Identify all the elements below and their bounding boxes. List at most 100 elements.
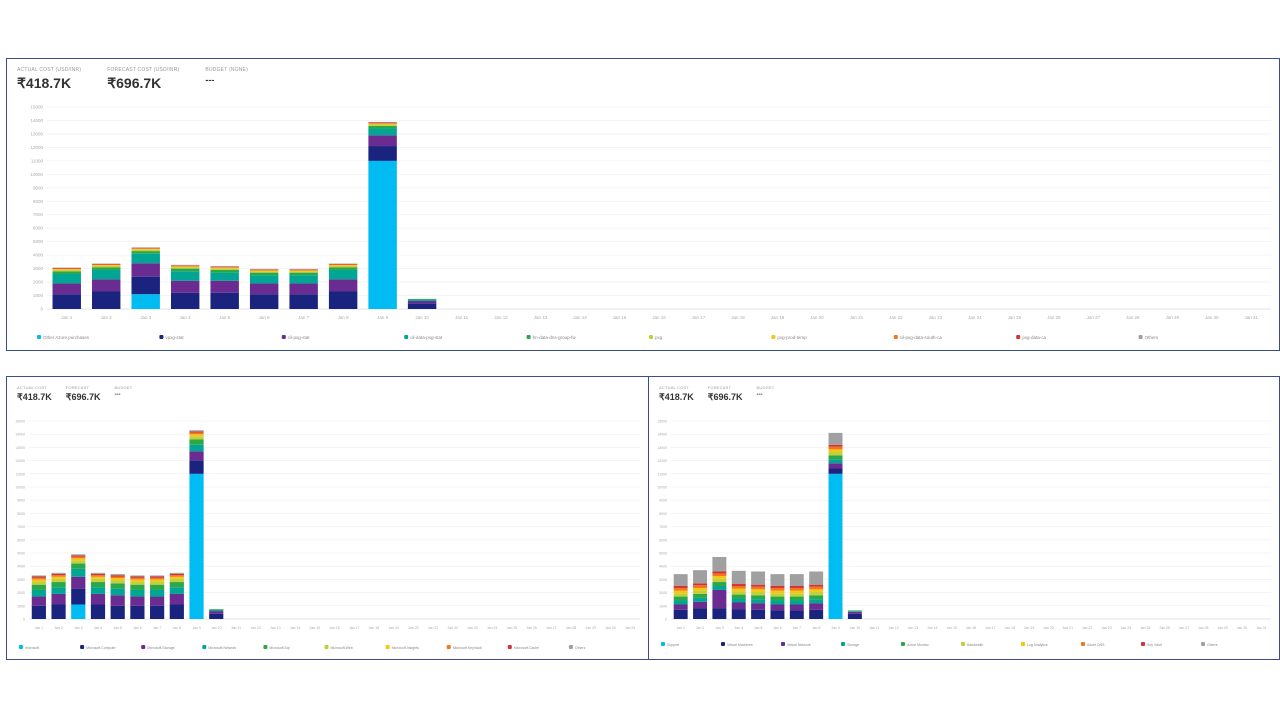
bar-segment[interactable] [731,594,746,599]
bar-segment[interactable] [170,267,200,269]
bar-segment[interactable] [210,267,239,269]
bar-segment[interactable] [693,587,707,591]
bar-segment[interactable] [92,291,121,309]
bar-segment[interactable] [407,299,437,301]
bar-segment[interactable] [189,439,204,445]
bar-segment[interactable] [828,432,843,445]
bar-segment[interactable] [249,271,279,273]
legend-item[interactable]: Storage [841,642,859,647]
bar-segment[interactable] [71,588,86,605]
legend-item[interactable]: Microsoft.Insights [385,645,419,650]
bar-stack[interactable] [368,122,397,309]
bar-stack[interactable] [809,571,824,619]
bar-segment[interactable] [328,265,358,266]
bar-stack[interactable] [210,266,239,309]
bar-stack[interactable] [751,571,766,619]
bar-segment[interactable] [131,248,160,249]
legend-item[interactable]: Microsoft.Storage [141,645,175,650]
legend-item[interactable]: Azure DNS [1081,642,1105,647]
bar-segment[interactable] [169,572,184,574]
bar-segment[interactable] [789,610,804,619]
bar-segment[interactable] [90,582,106,588]
bar-stack[interactable] [170,264,200,309]
bar-segment[interactable] [712,586,727,590]
bar-segment[interactable] [209,611,224,614]
bar-segment[interactable] [110,588,125,596]
bar-segment[interactable] [130,589,145,597]
bar-segment[interactable] [110,576,125,579]
bar-segment[interactable] [52,267,81,269]
bar-segment[interactable] [170,265,200,267]
bar-segment[interactable] [51,604,66,619]
bar-segment[interactable] [673,600,688,605]
bar-segment[interactable] [328,264,358,266]
bar-segment[interactable] [673,574,688,586]
bar-segment[interactable] [770,587,785,591]
bar-segment[interactable] [789,604,804,611]
bar-segment[interactable] [92,263,121,265]
bar-segment[interactable] [189,460,204,474]
bar-segment[interactable] [712,582,727,586]
bar-segment[interactable] [170,292,200,309]
bar-segment[interactable] [31,575,46,577]
bar-segment[interactable] [131,263,160,277]
bar-stack[interactable] [31,575,46,619]
bar-segment[interactable] [150,589,165,597]
bar-segment[interactable] [328,263,358,265]
bar-segment[interactable] [789,600,804,605]
bar-segment[interactable] [51,575,66,577]
bar-segment[interactable] [131,247,160,249]
bar-stack[interactable] [328,263,358,309]
bar-segment[interactable] [71,556,86,559]
bar-segment[interactable] [368,135,397,147]
kpi-budget[interactable]: BUDGET (NONE) --- [205,67,248,92]
bar-segment[interactable] [673,590,688,594]
bar-segment[interactable] [169,582,184,588]
bar-segment[interactable] [71,563,86,569]
bar-stack[interactable] [289,268,318,309]
legend-item[interactable]: Other Azure purchases [37,335,90,340]
bar-segment[interactable] [770,574,785,586]
bar-segment[interactable] [731,586,746,589]
bar-segment[interactable] [52,294,81,309]
bar-stack[interactable] [847,610,862,619]
bar-segment[interactable] [289,294,318,309]
legend-item[interactable]: Others [568,645,586,650]
bar-segment[interactable] [90,572,106,574]
bar-segment[interactable] [71,555,86,557]
bar-stack[interactable] [110,574,125,619]
bar-segment[interactable] [130,577,145,580]
bar-segment[interactable] [731,584,746,586]
bar-segment[interactable] [828,444,843,447]
bar-segment[interactable] [407,298,437,300]
bar-segment[interactable] [71,558,86,561]
bar-segment[interactable] [130,605,145,619]
kpi-forecast-cost[interactable]: FORECAST ₹696.7K [66,385,101,403]
kpi-budget[interactable]: BUDGET --- [115,385,133,403]
bar-segment[interactable] [52,269,81,270]
bar-segment[interactable] [368,160,397,309]
bar-segment[interactable] [210,266,239,268]
bar-segment[interactable] [249,275,279,284]
bar-stack[interactable] [770,574,785,619]
legend-item[interactable]: Log Analytics [1021,642,1048,647]
legend-item[interactable]: cil-data-pxg-stat [404,335,443,340]
legend-item[interactable]: microsoft [19,645,39,650]
bar-segment[interactable] [131,276,160,295]
bar-segment[interactable] [189,451,204,461]
legend-item[interactable]: Virtual Network [781,642,811,647]
bar-segment[interactable] [328,269,358,280]
bar-segment[interactable] [368,123,397,125]
bar-segment[interactable] [92,267,121,270]
bar-segment[interactable] [289,270,318,272]
kpi-actual-cost[interactable]: ACTUAL COST (USD/INR) ₹418.7K [17,67,81,92]
kpi-forecast-cost[interactable]: FORECAST ₹696.7K [708,385,743,403]
bar-segment[interactable] [169,587,184,594]
bar-segment[interactable] [731,598,746,603]
bar-segment[interactable] [847,611,862,614]
bar-segment[interactable] [693,570,707,584]
bar-segment[interactable] [789,574,804,586]
bar-segment[interactable] [52,273,81,284]
bar-segment[interactable] [289,283,318,295]
bar-segment[interactable] [210,267,239,268]
